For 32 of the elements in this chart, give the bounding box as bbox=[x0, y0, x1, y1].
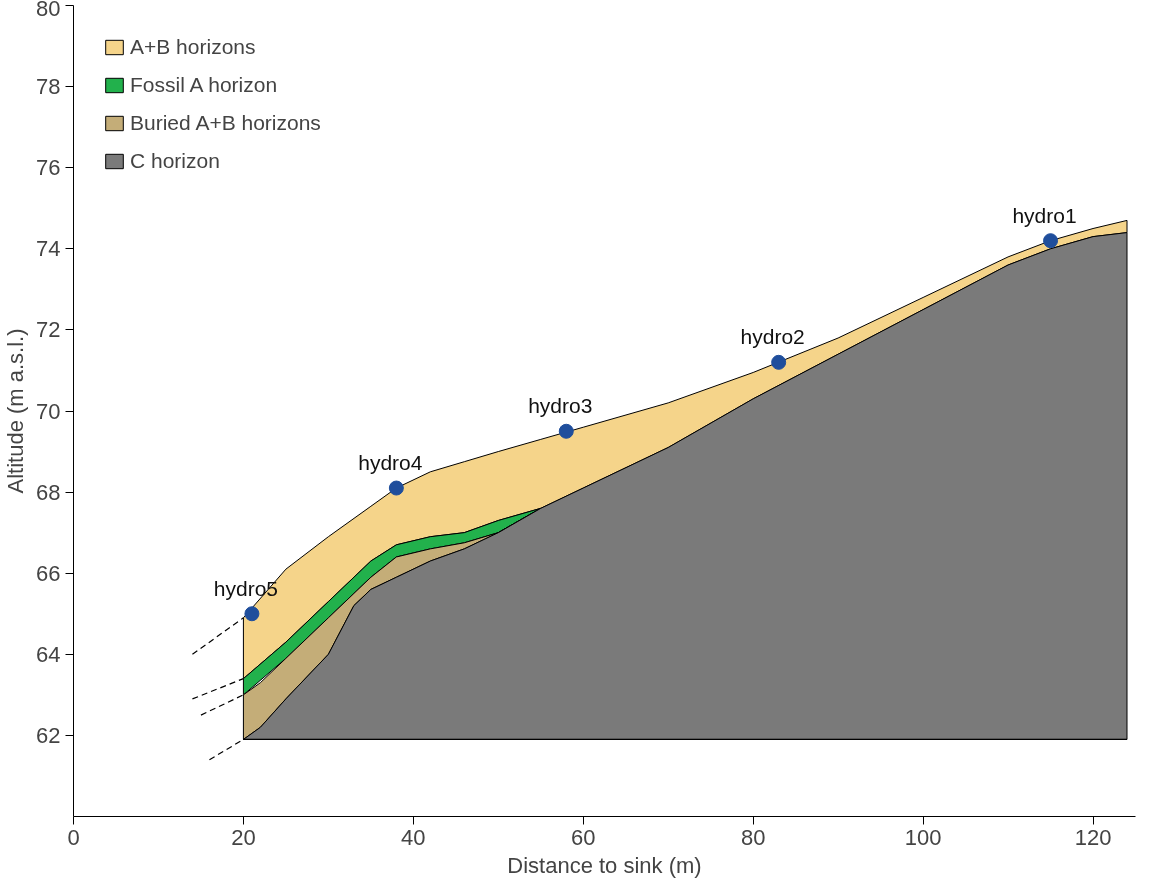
x-tick-label: 0 bbox=[67, 824, 80, 850]
annotation: hydro2 bbox=[740, 325, 805, 349]
annotation: hydro4 bbox=[358, 451, 423, 475]
annotation: hydro3 bbox=[528, 394, 593, 418]
x-tick-label: 40 bbox=[401, 824, 426, 850]
y-tick-label: 76 bbox=[36, 155, 61, 181]
legend-label: Fossil A horizon bbox=[130, 73, 278, 97]
y-axis-title: Altitude (m a.s.l.) bbox=[3, 328, 29, 494]
point bbox=[1043, 233, 1059, 249]
y-tick-label: 78 bbox=[36, 74, 61, 100]
legend-label: A+B horizons bbox=[130, 35, 256, 59]
x-tick-label: 20 bbox=[231, 824, 256, 850]
annotation: hydro1 bbox=[1012, 203, 1077, 227]
point bbox=[388, 480, 404, 496]
y-tick-label: 66 bbox=[36, 560, 61, 586]
y-tick-label: 80 bbox=[36, 0, 61, 21]
x-tick-label: 120 bbox=[1074, 824, 1112, 850]
x-axis-title: Distance to sink (m) bbox=[507, 852, 702, 878]
legend-label: Buried A+B horizons bbox=[130, 111, 321, 135]
point bbox=[558, 423, 574, 439]
y-tick-label: 72 bbox=[36, 317, 61, 343]
point bbox=[244, 606, 260, 622]
point bbox=[771, 354, 787, 370]
x-tick-label: 80 bbox=[740, 824, 766, 850]
x-tick-label: 60 bbox=[571, 824, 596, 850]
legend-label: C horizon bbox=[130, 149, 220, 173]
x-tick-label: 100 bbox=[904, 824, 942, 850]
y-tick-label: 74 bbox=[36, 236, 61, 262]
y-tick-label: 70 bbox=[36, 398, 61, 424]
y-tick-label: 62 bbox=[36, 722, 61, 748]
y-tick-label: 68 bbox=[36, 479, 61, 505]
y-tick-label: 64 bbox=[36, 641, 61, 667]
